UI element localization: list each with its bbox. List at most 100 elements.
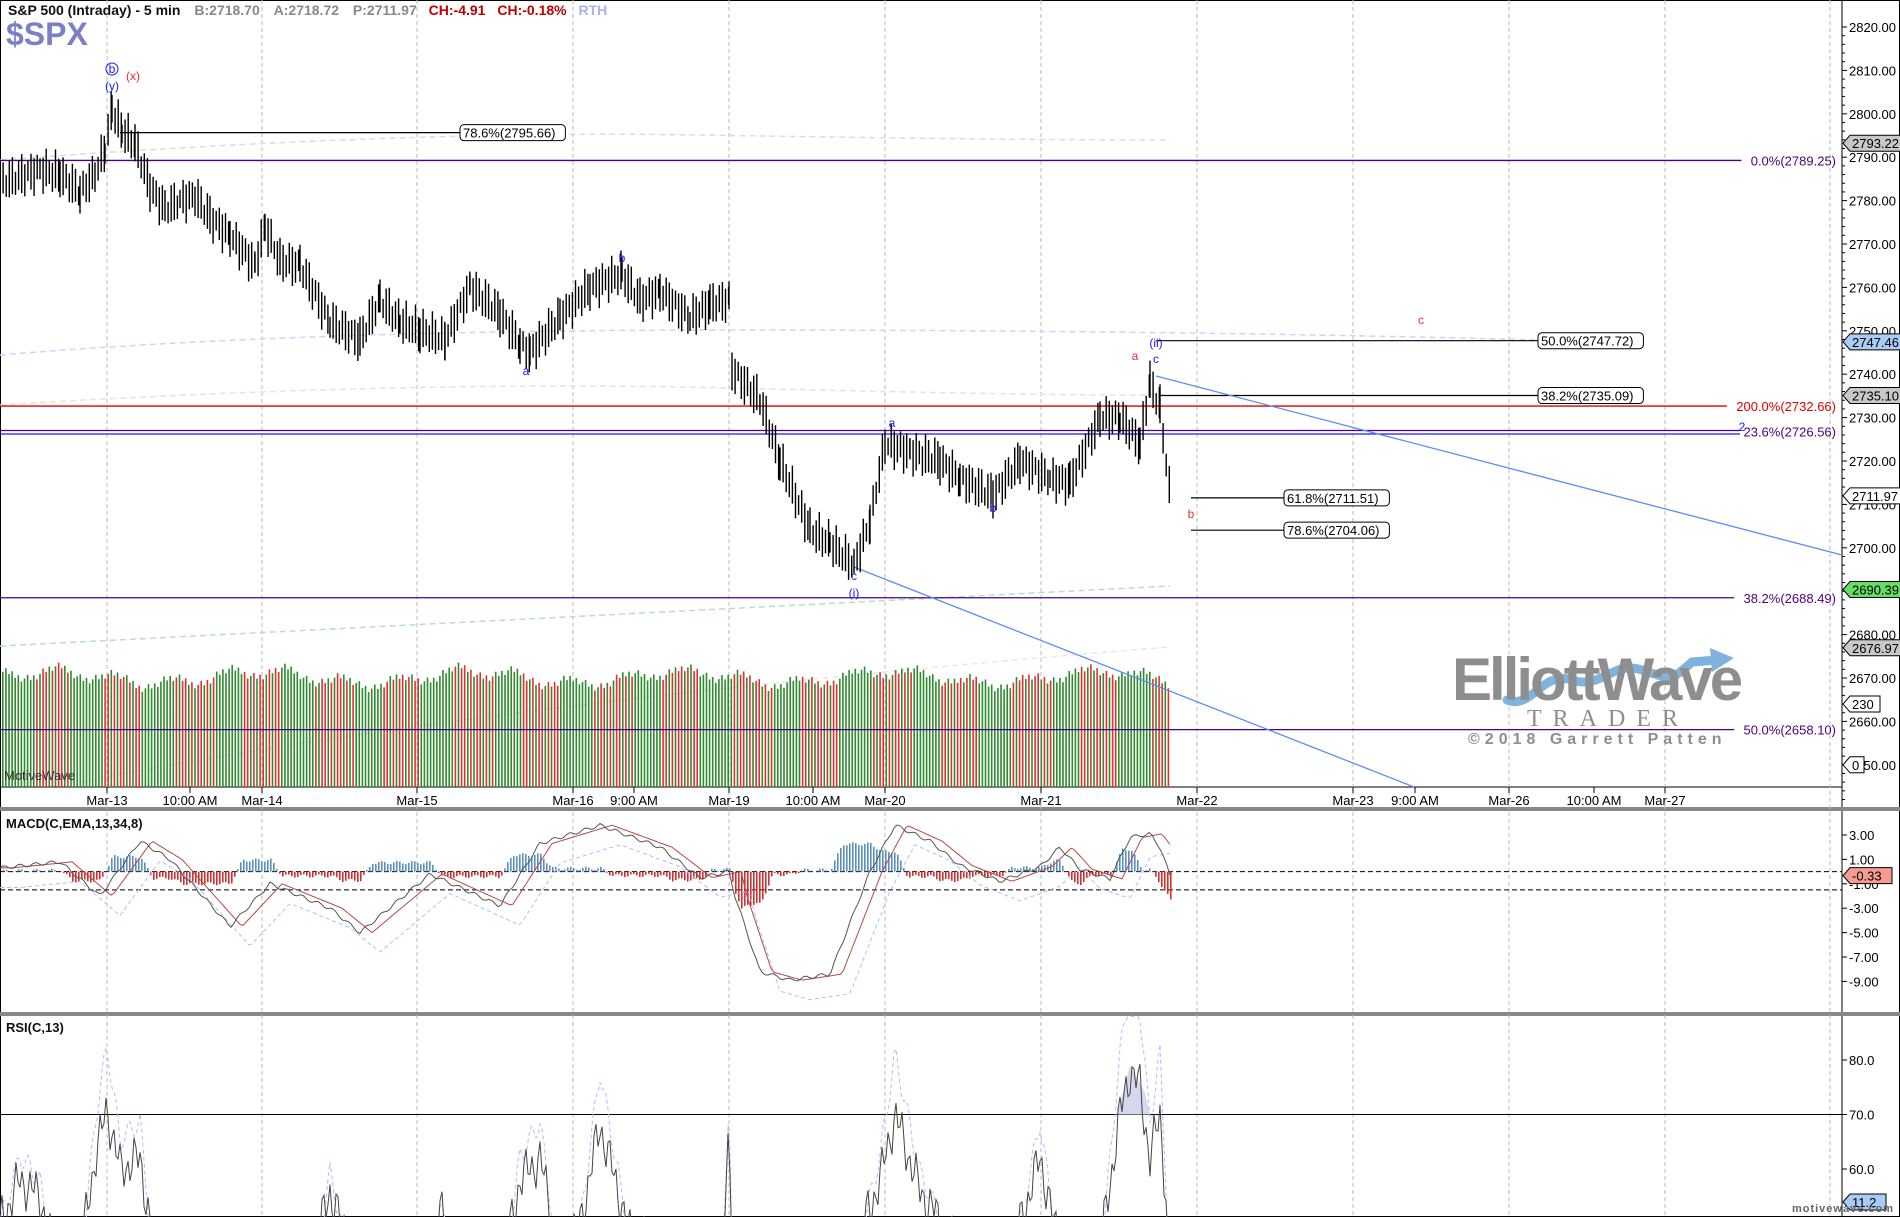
- volume-bar: [950, 683, 953, 787]
- macd-histogram-bar: [1152, 870, 1154, 872]
- volume-bar: [262, 679, 264, 787]
- volume-bar: [553, 681, 556, 787]
- volume-bar: [457, 662, 460, 787]
- logo-copyright: ©2018 Garrett Patten: [1468, 731, 1727, 748]
- macd-histogram-bar: [144, 862, 146, 872]
- macd-histogram-bar: [237, 869, 239, 872]
- macd-histogram-bar: [558, 868, 560, 872]
- volume-bar: [972, 679, 974, 787]
- wave-label: (ii): [1149, 336, 1162, 350]
- macd-histogram-bar: [567, 867, 569, 872]
- volume-bar: [563, 675, 565, 787]
- volume-bar: [42, 668, 44, 787]
- logo-text: ElliottWave: [1452, 646, 1743, 713]
- macd-histogram-bar: [222, 871, 224, 883]
- time-label: Mar-19: [708, 793, 749, 808]
- volume-bar: [463, 665, 466, 787]
- macd-histogram-bar: [888, 851, 890, 872]
- macd-histogram-bar: [627, 871, 629, 877]
- volume-bar: [454, 666, 457, 787]
- volume-bar: [718, 679, 720, 787]
- macd-histogram-bar: [453, 871, 455, 878]
- volume-bar: [1136, 675, 1139, 787]
- volume-bar: [485, 675, 488, 787]
- wave-label: (x): [126, 69, 140, 83]
- volume-bar: [343, 674, 345, 787]
- ask-value: A:2718.72: [273, 2, 340, 18]
- macd-histogram-bar: [1026, 866, 1028, 872]
- volume-bar: [206, 680, 209, 787]
- volume-bar: [231, 664, 233, 787]
- macd-histogram-bar: [195, 871, 197, 883]
- macd-histogram-bar: [753, 871, 755, 905]
- macd-histogram-bar: [879, 850, 881, 872]
- macd-histogram-bar: [534, 854, 536, 872]
- macd-histogram-bar: [732, 871, 734, 882]
- macd-histogram-bar: [921, 871, 923, 878]
- macd-histogram-bar: [978, 871, 980, 875]
- ma-line: [0, 585, 1171, 647]
- macd-histogram-bar: [129, 855, 131, 872]
- volume-bar: [773, 684, 776, 787]
- volume-bar: [153, 683, 156, 787]
- wave-label: a: [889, 416, 896, 430]
- macd-histogram-bar: [771, 871, 773, 877]
- macd-histogram-bar: [300, 871, 302, 876]
- macd-histogram-bar: [90, 871, 92, 883]
- volume-bar: [299, 679, 302, 787]
- macd-histogram-bar: [363, 871, 365, 875]
- macd-histogram-bar: [1140, 866, 1142, 872]
- macd-histogram-bar: [717, 870, 719, 872]
- macd-histogram-bar: [840, 848, 842, 872]
- macd-histogram-bar: [525, 854, 527, 872]
- macd-histogram-bar: [882, 850, 884, 872]
- time-label: 9:00 AM: [1391, 793, 1439, 808]
- volume-bar: [488, 680, 491, 787]
- volume-bar: [491, 676, 494, 787]
- price-tick-label: 2810.00: [1849, 63, 1896, 78]
- volume-bar: [389, 676, 392, 787]
- time-label: Mar-26: [1488, 793, 1529, 808]
- macd-histogram-bar: [87, 871, 89, 882]
- trendline: [853, 566, 1415, 788]
- volume-bar: [374, 684, 376, 787]
- macd-histogram-bar: [825, 870, 827, 872]
- volume-bar: [581, 681, 584, 787]
- macd-histogram-bar: [180, 871, 182, 883]
- volume-bar: [194, 688, 196, 787]
- macd-histogram-bar: [588, 867, 590, 872]
- volume-bar: [1025, 679, 1027, 787]
- macd-histogram-bar: [462, 871, 464, 876]
- volume-bar: [364, 685, 367, 787]
- volume-bar: [1018, 680, 1021, 787]
- macd-histogram-bar: [834, 860, 836, 872]
- macd-histogram-bar: [606, 871, 608, 873]
- macd-histogram-bar: [984, 871, 986, 878]
- volume-bar: [33, 675, 35, 787]
- macd-histogram-bar: [117, 856, 119, 872]
- macd-histogram-bar: [873, 846, 875, 872]
- volume-bar: [860, 669, 863, 787]
- volume-bar: [1114, 680, 1117, 787]
- macd-histogram-bar: [663, 871, 665, 876]
- wave-label: b: [109, 62, 116, 76]
- macd-histogram-bar: [486, 871, 488, 878]
- macd-histogram-bar: [186, 871, 188, 886]
- macd-histogram-bar: [27, 871, 29, 873]
- time-label: 10:00 AM: [1567, 793, 1622, 808]
- macd-histogram-bar: [1062, 865, 1064, 872]
- macd-histogram-bar: [378, 861, 380, 872]
- volume-bar: [535, 685, 537, 787]
- volume-bar: [1096, 668, 1098, 787]
- macd-histogram-bar: [111, 858, 113, 872]
- macd-histogram-bar: [1110, 871, 1112, 877]
- volume-bar: [417, 678, 419, 787]
- macd-histogram-bar: [465, 871, 467, 878]
- volume-bar: [107, 674, 109, 787]
- macd-histogram-bar: [1008, 868, 1010, 872]
- volume-bar: [119, 678, 122, 787]
- volume-bar: [172, 680, 175, 787]
- macd-histogram-bar: [816, 870, 818, 872]
- macd-histogram-bar: [1074, 871, 1076, 883]
